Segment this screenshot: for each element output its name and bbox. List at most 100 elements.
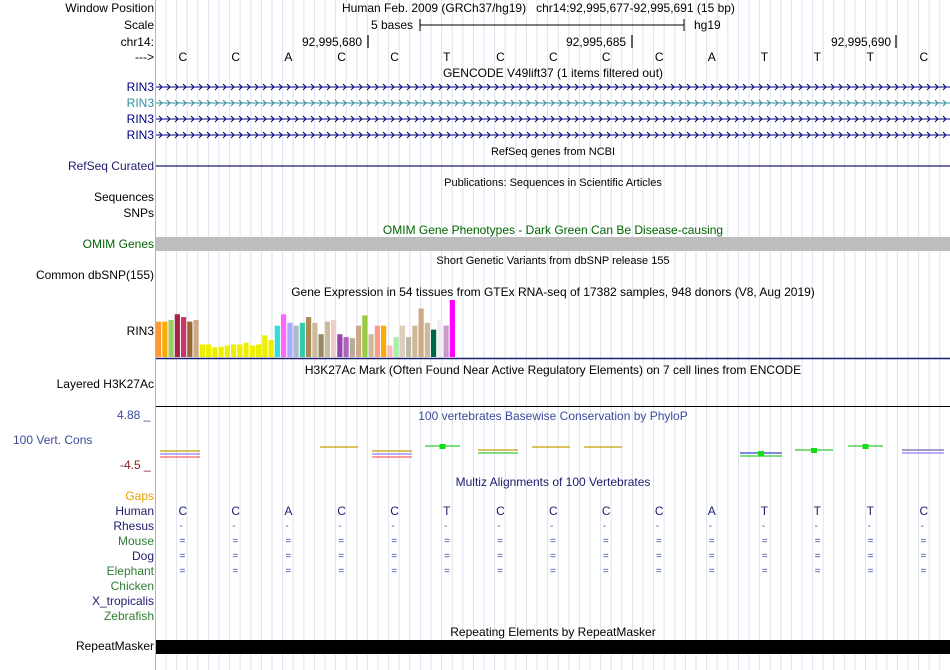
multiz-species-mark: = xyxy=(655,566,662,577)
multiz-species-mark: = xyxy=(655,551,662,562)
multiz-species-mark: = xyxy=(761,566,768,577)
repeatmasker-element-bar xyxy=(156,640,950,654)
multiz-species-mark: = xyxy=(550,536,556,547)
multiz-species-mark: = xyxy=(285,536,292,547)
gtex-tissue-bar xyxy=(399,325,405,357)
gtex-tissue-bar xyxy=(374,325,380,357)
multiz-species-mark: = xyxy=(497,551,503,562)
multiz-track-title[interactable]: Multiz Alignments of 100 Vertebrates xyxy=(455,475,651,489)
gtex-tissue-bar xyxy=(193,319,199,357)
dbsnp-label[interactable]: Common dbSNP(155) xyxy=(35,268,154,282)
dbsnp-track-title[interactable]: Short Genetic Variants from dbSNP releas… xyxy=(436,255,670,267)
gtex-label[interactable]: RIN3 xyxy=(126,324,154,338)
gtex-tissue-bar xyxy=(381,325,387,357)
multiz-human-base: C xyxy=(654,504,664,518)
multiz-species-mark: = xyxy=(920,551,927,562)
multiz-species-label[interactable]: Chicken xyxy=(110,579,154,593)
scale-label: Scale xyxy=(123,18,154,32)
multiz-human-base: T xyxy=(866,504,874,518)
publications-label[interactable]: Sequences xyxy=(93,190,154,204)
multiz-human-label[interactable]: Human xyxy=(115,504,154,518)
gtex-tissue-bar xyxy=(449,300,455,357)
coord-label: 92,995,690 xyxy=(831,35,892,49)
h3k27ac-label[interactable]: Layered H3K27Ac xyxy=(56,377,154,391)
omim-track-title[interactable]: OMIM Gene Phenotypes - Dark Green Can Be… xyxy=(382,223,724,237)
gencode-item-label[interactable]: RIN3 xyxy=(126,96,154,110)
multiz-species-mark: = xyxy=(761,536,768,547)
multiz-species-mark: - xyxy=(179,521,183,532)
ruler-base: C xyxy=(654,50,664,64)
h3k27ac-track-title[interactable]: H3K27Ac Mark (Often Found Near Active Re… xyxy=(304,363,802,377)
multiz-species-mark: - xyxy=(497,521,501,532)
multiz-human-base: C xyxy=(178,504,188,518)
cons-score-dot xyxy=(862,444,869,449)
multiz-human-base: C xyxy=(919,504,929,518)
gencode-strand-arrows xyxy=(158,83,947,91)
window-position-value: Human Feb. 2009 (GRCh37/hg19) chr14:92,9… xyxy=(342,1,735,15)
gencode-item-label[interactable]: RIN3 xyxy=(126,80,154,94)
multiz-species-mark: = xyxy=(867,551,874,562)
multiz-species-mark: - xyxy=(708,521,713,532)
gtex-tissue-bar xyxy=(306,317,312,357)
multiz-species-mark: = xyxy=(497,536,503,547)
ruler-base: T xyxy=(443,50,451,64)
multiz-species-label[interactable]: Rhesus xyxy=(113,519,154,533)
multiz-species-label[interactable]: Elephant xyxy=(106,564,154,578)
multiz-species-mark: = xyxy=(920,536,927,547)
scale-assembly: hg19 xyxy=(694,18,721,32)
refseq-label[interactable]: RefSeq Curated xyxy=(67,159,154,173)
gtex-tissue-bar xyxy=(337,334,343,357)
multiz-species-mark: = xyxy=(814,566,821,577)
multiz-species-label[interactable]: X_tropicalis xyxy=(91,594,154,608)
cons-score-dot xyxy=(758,451,764,456)
multiz-species-mark: - xyxy=(391,521,395,532)
cons-score-dot xyxy=(439,444,446,449)
ruler-base: T xyxy=(866,50,874,64)
snps-label[interactable]: SNPs xyxy=(123,206,154,220)
gtex-tissue-bar xyxy=(168,319,174,357)
gencode-strand-arrows xyxy=(158,115,947,123)
multiz-human-base: C xyxy=(496,504,505,518)
gencode-item-label[interactable]: RIN3 xyxy=(126,128,154,142)
gencode-track-title[interactable]: GENCODE V49lift37 (1 items filtered out) xyxy=(442,66,664,80)
cons-label[interactable]: 100 Vert. Cons xyxy=(13,433,93,447)
gtex-tissue-bar xyxy=(387,345,393,357)
refseq-track-title[interactable]: RefSeq genes from NCBI xyxy=(490,146,616,158)
multiz-species-mark: = xyxy=(814,536,821,547)
multiz-species-mark: - xyxy=(655,521,660,532)
cons-track-title[interactable]: 100 vertebrates Basewise Conservation by… xyxy=(418,409,688,423)
multiz-species-label[interactable]: Dog xyxy=(131,549,154,563)
gtex-tissue-bar xyxy=(174,314,180,357)
gencode-item-label[interactable]: RIN3 xyxy=(126,112,154,126)
gtex-tissue-bar xyxy=(362,315,368,357)
ruler-base: C xyxy=(549,50,558,64)
gtex-tissue-bar xyxy=(274,325,280,357)
cons-score-dot xyxy=(811,448,817,453)
multiz-species-label[interactable]: Zebrafish xyxy=(103,609,154,623)
gtex-tissue-bar xyxy=(243,342,249,357)
gtex-tissue-bar xyxy=(199,344,205,357)
publications-track-title[interactable]: Publications: Sequences in Scientific Ar… xyxy=(444,177,662,189)
multiz-species-mark: - xyxy=(867,521,871,532)
ruler-base: A xyxy=(284,50,293,64)
ruler-base: T xyxy=(760,50,769,64)
gtex-tissue-bar xyxy=(156,321,162,357)
repeatmasker-track-title[interactable]: Repeating Elements by RepeatMasker xyxy=(450,625,656,639)
repeatmasker-label[interactable]: RepeatMasker xyxy=(75,639,154,653)
multiz-species-mark: - xyxy=(232,521,236,532)
gtex-track-title[interactable]: Gene Expression in 54 tissues from GTEx … xyxy=(291,285,815,299)
cons-ymin: -4.5 _ xyxy=(120,458,151,472)
multiz-species-mark: = xyxy=(391,551,398,562)
multiz-species-mark: = xyxy=(338,536,345,547)
multiz-species-mark: = xyxy=(920,566,927,577)
ruler-base: C xyxy=(601,50,611,64)
gtex-tissue-bar xyxy=(406,337,412,357)
ruler-base: A xyxy=(707,50,716,64)
multiz-gaps-label[interactable]: Gaps xyxy=(125,489,154,503)
omim-label[interactable]: OMIM Genes xyxy=(82,237,154,251)
multiz-human-base: C xyxy=(390,504,399,518)
gtex-tissue-bar xyxy=(299,322,305,357)
gtex-tissue-bar xyxy=(368,334,374,357)
multiz-species-label[interactable]: Mouse xyxy=(117,534,154,548)
